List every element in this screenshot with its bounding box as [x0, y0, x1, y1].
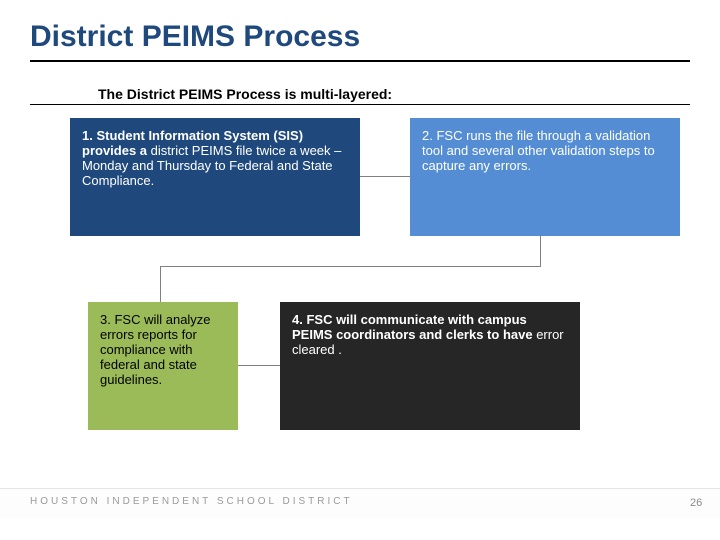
connector-2-3-v1 [540, 236, 541, 266]
page-number: 26 [690, 497, 702, 509]
slide-title: District PEIMS Process [30, 20, 360, 54]
subtitle-rule [30, 104, 690, 105]
box-3-text: 3. FSC will analyze errors reports for c… [100, 312, 211, 387]
connector-1-2 [360, 176, 410, 177]
footer-text: HOUSTON INDEPENDENT SCHOOL DISTRICT [30, 496, 353, 507]
connector-2-3-h [160, 266, 541, 267]
slide: District PEIMS Process The District PEIM… [0, 0, 720, 540]
box-4-lead: 4. FSC will communicate with campus PEIM… [292, 312, 536, 342]
connector-3-4 [238, 365, 280, 366]
slide-subtitle: The District PEIMS Process is multi-laye… [98, 86, 392, 102]
box-2-text: 2. FSC runs the file through a validatio… [422, 128, 655, 173]
connector-2-3-v2 [160, 266, 161, 302]
process-box-2: 2. FSC runs the file through a validatio… [410, 118, 680, 236]
process-box-1: 1. Student Information System (SIS) prov… [70, 118, 360, 236]
process-box-3: 3. FSC will analyze errors reports for c… [88, 302, 238, 430]
title-rule [30, 60, 690, 62]
process-box-4: 4. FSC will communicate with campus PEIM… [280, 302, 580, 430]
